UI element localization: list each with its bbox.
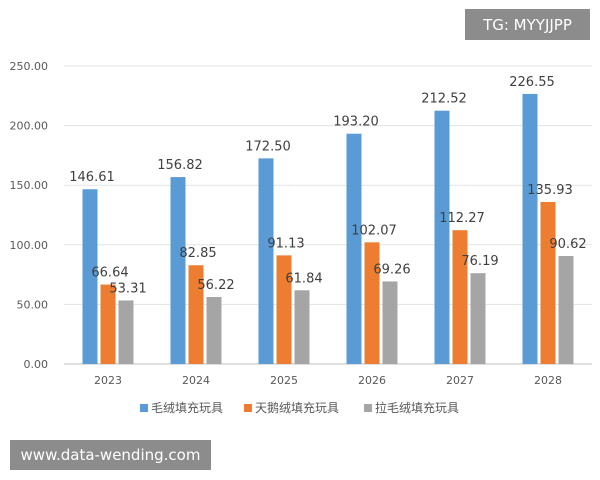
data-label: 69.26 <box>373 262 410 277</box>
bar <box>258 158 274 364</box>
data-label: 90.62 <box>549 237 586 252</box>
bar <box>294 290 310 364</box>
bar <box>452 230 468 364</box>
chart: 0.00 50.00 100.00 150.00 200.00 250.00 146.61… <box>10 60 592 415</box>
bar <box>470 273 486 364</box>
bar <box>100 284 116 364</box>
grid-lines <box>64 65 592 365</box>
y-tick-label: 250.00 <box>10 60 49 73</box>
data-label: 146.61 <box>69 170 115 185</box>
data-label: 91.13 <box>267 236 304 251</box>
x-tick-label: 2023 <box>94 374 122 387</box>
data-label: 61.84 <box>285 271 322 286</box>
watermark-badge: TG: MYYJJPP <box>465 9 590 40</box>
bars <box>82 93 574 365</box>
data-label: 135.93 <box>527 183 573 198</box>
data-label: 156.82 <box>157 158 203 173</box>
data-label: 102.07 <box>351 223 397 238</box>
data-label: 112.27 <box>439 211 485 226</box>
legend-swatch <box>364 404 372 412</box>
y-tick-label: 150.00 <box>10 179 49 192</box>
x-tick-label: 2024 <box>182 374 210 387</box>
bar <box>170 177 186 364</box>
legend-swatch <box>244 404 252 412</box>
bar <box>346 133 362 364</box>
legend-label: 毛绒填充玩具 <box>151 400 223 415</box>
bar <box>276 255 292 364</box>
x-tick-label: 2026 <box>358 374 386 387</box>
bar <box>522 93 538 365</box>
data-label: 76.19 <box>461 254 498 269</box>
data-label: 53.31 <box>109 281 146 296</box>
y-tick-label: 0.00 <box>24 358 49 371</box>
bar <box>206 296 222 364</box>
bar <box>540 201 556 364</box>
bar <box>188 265 204 364</box>
bar <box>118 300 134 364</box>
bar <box>558 255 574 364</box>
bar <box>382 281 398 364</box>
x-tick-label: 2025 <box>270 374 298 387</box>
legend: 毛绒填充玩具 天鹅绒填充玩具 拉毛绒填充玩具 <box>140 400 459 415</box>
x-axis-ticks: 2023 2024 2025 2026 2027 2028 <box>94 374 562 387</box>
y-tick-label: 100.00 <box>10 239 49 252</box>
data-label: 226.55 <box>509 75 555 90</box>
legend-label: 拉毛绒填充玩具 <box>375 400 459 415</box>
data-label: 82.85 <box>179 246 216 261</box>
bar <box>82 189 98 364</box>
bar <box>434 110 450 364</box>
bar <box>364 242 380 364</box>
legend-label: 天鹅绒填充玩具 <box>255 400 339 415</box>
data-label: 56.22 <box>197 278 234 293</box>
x-tick-label: 2027 <box>446 374 474 387</box>
site-url-badge: www.data-wending.com <box>10 440 211 470</box>
y-tick-label: 200.00 <box>10 120 49 133</box>
x-tick-label: 2028 <box>534 374 562 387</box>
y-axis-ticks: 0.00 50.00 100.00 150.00 200.00 250.00 <box>10 60 49 371</box>
data-label: 212.52 <box>421 92 467 107</box>
legend-swatch <box>140 404 148 412</box>
data-label: 66.64 <box>91 266 128 281</box>
y-tick-label: 50.00 <box>17 298 49 311</box>
data-label: 193.20 <box>333 115 379 130</box>
data-label: 172.50 <box>245 139 291 154</box>
